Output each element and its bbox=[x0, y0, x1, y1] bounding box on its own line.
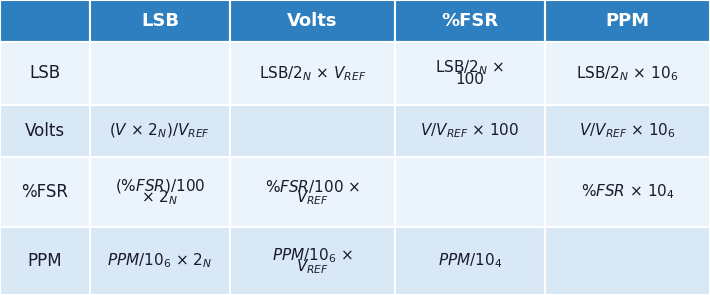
Bar bbox=[230, 227, 395, 295]
Bar bbox=[395, 105, 545, 157]
Text: PPM: PPM bbox=[28, 252, 62, 270]
Text: $(\%FSR)/100$: $(\%FSR)/100$ bbox=[115, 177, 205, 195]
Text: $\%FSR$ $\times$ $10_4$: $\%FSR$ $\times$ $10_4$ bbox=[581, 183, 674, 201]
Text: Volts: Volts bbox=[288, 12, 338, 30]
Bar bbox=[545, 42, 710, 105]
Text: $(V$ $\times$ $2_N)/V_{REF}$: $(V$ $\times$ $2_N)/V_{REF}$ bbox=[109, 122, 211, 140]
Text: %FSR: %FSR bbox=[442, 12, 498, 30]
Text: $V_{REF}$: $V_{REF}$ bbox=[296, 189, 329, 207]
Bar bbox=[395, 0, 545, 42]
Bar bbox=[0, 0, 90, 42]
Bar bbox=[545, 157, 710, 227]
Text: Volts: Volts bbox=[25, 122, 65, 140]
Bar bbox=[90, 227, 230, 295]
Bar bbox=[90, 42, 230, 105]
Bar bbox=[0, 227, 90, 295]
Text: %FSR: %FSR bbox=[21, 183, 68, 201]
Bar bbox=[395, 42, 545, 105]
Text: $V/V_{REF}$ $\times$ 100: $V/V_{REF}$ $\times$ 100 bbox=[420, 122, 520, 140]
Bar bbox=[0, 157, 90, 227]
Bar bbox=[90, 0, 230, 42]
Bar bbox=[395, 157, 545, 227]
Text: PPM: PPM bbox=[606, 12, 650, 30]
Bar bbox=[230, 157, 395, 227]
Text: $V/V_{REF}$ $\times$ $10_6$: $V/V_{REF}$ $\times$ $10_6$ bbox=[579, 122, 676, 140]
Bar bbox=[545, 227, 710, 295]
Text: $PPM/10_6$ $\times$ $2_N$: $PPM/10_6$ $\times$ $2_N$ bbox=[107, 252, 213, 270]
Text: LSB$/2_N$ $\times$: LSB$/2_N$ $\times$ bbox=[435, 58, 505, 77]
Text: $V_{REF}$: $V_{REF}$ bbox=[296, 258, 329, 276]
Text: $PPM/10_4$: $PPM/10_4$ bbox=[438, 252, 502, 270]
Bar bbox=[0, 42, 90, 105]
Text: $\times$ $2_N$: $\times$ $2_N$ bbox=[141, 189, 179, 207]
Text: $PPM/10_6$ $\times$: $PPM/10_6$ $\times$ bbox=[272, 246, 353, 265]
Bar bbox=[90, 157, 230, 227]
Text: LSB$/2_N$ $\times$ $V_{REF}$: LSB$/2_N$ $\times$ $V_{REF}$ bbox=[259, 64, 366, 83]
Bar bbox=[90, 105, 230, 157]
Bar bbox=[230, 105, 395, 157]
Text: LSB: LSB bbox=[141, 12, 179, 30]
Text: 100: 100 bbox=[456, 72, 484, 87]
Bar bbox=[395, 227, 545, 295]
Bar bbox=[230, 0, 395, 42]
Bar bbox=[230, 42, 395, 105]
Text: $\%FSR/100$ $\times$: $\%FSR/100$ $\times$ bbox=[265, 178, 360, 195]
Bar bbox=[0, 105, 90, 157]
Text: LSB$/2_N$ $\times$ $10_6$: LSB$/2_N$ $\times$ $10_6$ bbox=[577, 64, 679, 83]
Text: LSB: LSB bbox=[29, 65, 60, 83]
Bar bbox=[545, 0, 710, 42]
Bar bbox=[545, 105, 710, 157]
